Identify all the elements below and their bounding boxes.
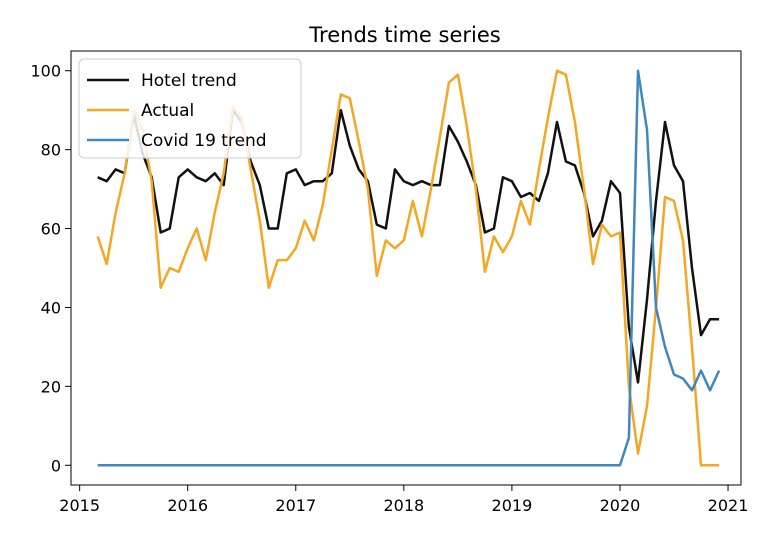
chart-title: Trends time series [308,23,500,47]
y-tick-label: 100 [30,62,61,81]
x-tick-label: 2017 [275,496,316,515]
legend-label-actual: Actual [141,101,194,121]
x-tick-label: 2016 [167,496,208,515]
x-tick-label: 2015 [59,496,100,515]
x-tick-label: 2021 [708,496,749,515]
y-tick-label: 20 [41,377,61,396]
y-tick-label: 0 [51,456,61,475]
legend-label-hotel-trend: Hotel trend [141,71,237,91]
x-tick-label: 2019 [492,496,533,515]
y-tick-label: 80 [41,141,61,160]
legend-label-covid-19-trend: Covid 19 trend [141,131,267,151]
x-tick-label: 2018 [383,496,424,515]
y-tick-label: 40 [41,298,61,317]
x-tick-label: 2020 [600,496,641,515]
y-tick-label: 60 [41,220,61,239]
legend: Hotel trend Actual Covid 19 trend [79,59,301,158]
